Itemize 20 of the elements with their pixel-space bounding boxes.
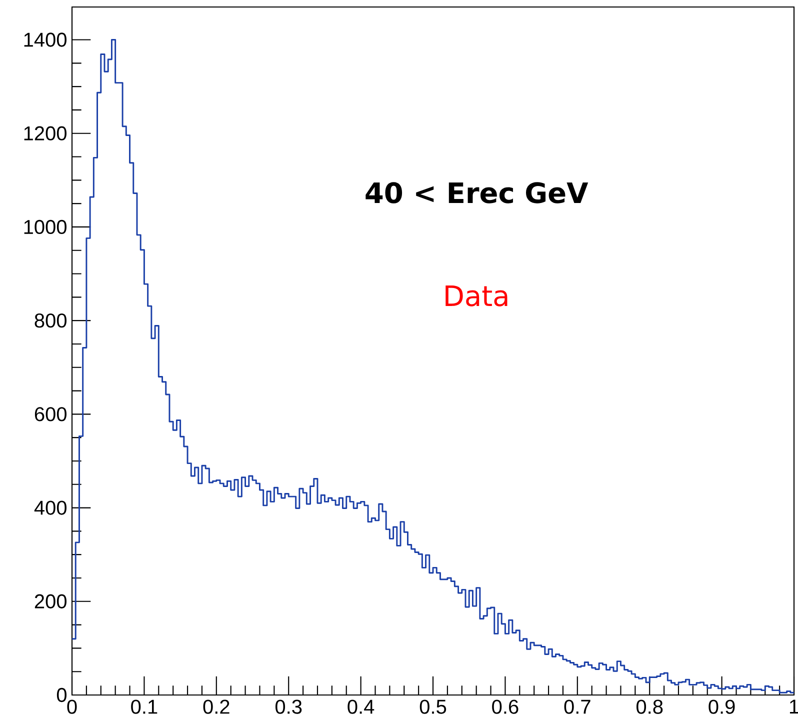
- annotation: Data: [446, 286, 508, 306]
- x-tick-label: 0.9: [708, 700, 735, 714]
- x-tick-label: 0.2: [203, 700, 230, 714]
- y-tick-label: 400: [34, 500, 66, 515]
- x-tick-label: 0.6: [492, 700, 518, 714]
- y-tick-label: 0: [56, 688, 66, 702]
- y-tick-label: 600: [34, 407, 66, 422]
- x-tick-label: 0.1: [131, 700, 158, 714]
- x-tick-label: 0.7: [564, 700, 590, 714]
- x-tick-label: 0: [67, 700, 77, 714]
- x-tick-label: 0.8: [636, 700, 663, 714]
- y-tick-label: 200: [34, 594, 66, 608]
- x-tick-label: 0.4: [348, 700, 374, 714]
- y-tick-label: 800: [34, 313, 66, 328]
- annotation: 40 < Erec GeV: [366, 182, 588, 204]
- y-tick-label: 1000: [24, 220, 66, 234]
- x-tick-label: 0.3: [275, 700, 302, 714]
- x-tick-label: 0.5: [420, 700, 446, 714]
- y-tick-label: 1400: [24, 32, 66, 47]
- y-tick-label: 1200: [24, 126, 66, 140]
